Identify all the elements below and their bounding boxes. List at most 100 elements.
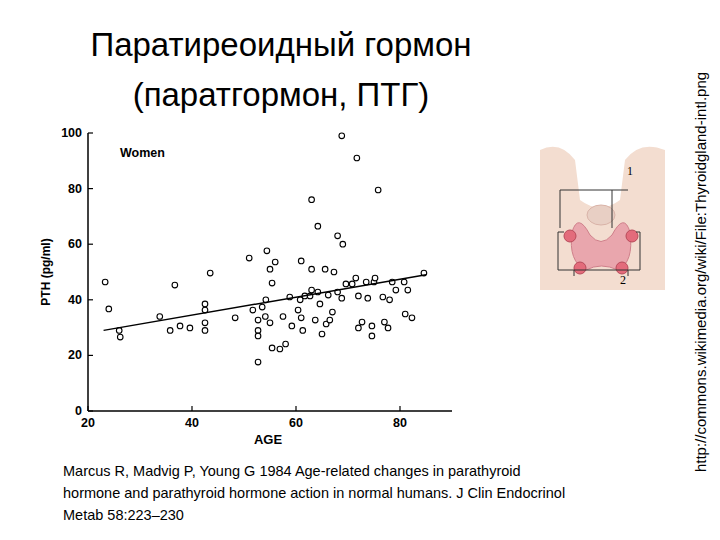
background	[0, 0, 720, 540]
scatter-point	[330, 309, 336, 315]
citation: Metab 58:223–230	[63, 507, 184, 523]
scatter-point	[387, 297, 393, 303]
scatter-point	[255, 317, 261, 323]
scatter-point	[255, 359, 261, 365]
scatter-point	[280, 314, 286, 320]
plot-area	[102, 133, 426, 365]
scatter-point	[382, 319, 388, 325]
scatter-point	[300, 328, 306, 334]
scatter-point	[207, 270, 213, 276]
citation: Marcus R, Madvig P, Young G 1984 Age-rel…	[63, 463, 521, 479]
x-tick	[191, 406, 192, 411]
scatter-point	[385, 325, 391, 331]
y-tick-label: 20	[68, 348, 82, 362]
scatter-point	[167, 328, 173, 334]
scatter-point	[369, 333, 375, 339]
scatter-point	[309, 266, 315, 272]
scatter-point	[405, 287, 411, 293]
title: (паратгормон, ПТГ)	[133, 76, 430, 113]
scatter-point	[298, 315, 304, 321]
thyroid-illustration	[540, 147, 665, 290]
x-tick-label: 20	[81, 416, 95, 430]
regression-line	[104, 275, 426, 331]
scatter-point	[264, 248, 270, 254]
x-tick	[295, 406, 296, 411]
figure-label: 2	[620, 273, 626, 287]
y-tick-label: 60	[68, 237, 82, 251]
scatter-point	[106, 306, 112, 312]
scatter-point	[289, 323, 295, 329]
scatter-point	[187, 325, 193, 331]
scatter-point	[267, 266, 273, 272]
y-tick	[88, 132, 93, 133]
scatter-point	[277, 346, 283, 352]
scatter-point	[298, 258, 304, 264]
x-tick-label: 60	[289, 416, 303, 430]
x-tick	[87, 406, 88, 411]
pointer-line	[558, 232, 640, 276]
scatter-point	[354, 155, 360, 161]
scatter-point	[269, 280, 275, 286]
scatter-point	[375, 187, 381, 193]
scatter-point	[232, 315, 238, 321]
slide: Паратиреоидный гормон (паратгормон, ПТГ) M…	[0, 0, 720, 540]
x-tick-label: 80	[393, 416, 407, 430]
citation: hormone and parathyroid hormone action i…	[63, 485, 565, 501]
source-url: http://commons.wikimedia.org/wiki/File:T…	[692, 72, 709, 472]
scatter-point	[263, 314, 269, 320]
scatter-point	[272, 259, 278, 265]
scatter-point	[202, 328, 208, 334]
axes: 20406080020406080100	[61, 126, 452, 430]
scatter-point	[202, 301, 208, 307]
figure-label: 1	[627, 164, 633, 178]
y-tick-label: 80	[68, 182, 82, 196]
scatter-point	[402, 311, 408, 317]
scatter-point	[117, 334, 123, 340]
scatter-point	[319, 331, 325, 337]
scatter-point	[255, 333, 261, 339]
pointer-line	[560, 190, 628, 228]
parathyroid	[564, 230, 576, 242]
scatter-point	[409, 315, 415, 321]
scatter-point	[172, 282, 178, 288]
scatter-point	[295, 307, 301, 313]
scatter-point	[327, 317, 333, 323]
scatter-point	[356, 293, 362, 299]
scatter-point	[353, 275, 359, 281]
scatter-point	[401, 279, 407, 285]
scatter-point	[102, 279, 108, 285]
scatter-point	[283, 341, 289, 347]
scatter-point	[339, 133, 345, 139]
scatter-point	[349, 281, 355, 287]
scatter-point	[309, 197, 315, 203]
scatter-point	[255, 328, 261, 334]
scatter-point	[343, 281, 349, 287]
scatter-point	[335, 233, 341, 239]
x-axis-label: AGE	[254, 432, 283, 447]
legend-label: Women	[120, 146, 165, 160]
scatter-point	[250, 307, 256, 313]
y-tick	[88, 188, 93, 189]
y-tick-label: 100	[61, 126, 82, 140]
scatter-point	[317, 301, 323, 307]
y-axis	[87, 133, 89, 411]
x-axis	[88, 410, 452, 412]
scatter-point	[267, 320, 273, 326]
scatter-point	[372, 275, 378, 281]
scatter-point	[331, 269, 337, 275]
scatter-point	[312, 317, 318, 323]
x-tick-label: 40	[185, 416, 199, 430]
x-tick	[399, 406, 400, 411]
scatter-point	[315, 223, 321, 229]
scatter-point	[177, 323, 183, 329]
y-tick	[88, 299, 93, 300]
scatter-point	[340, 241, 346, 247]
scatter-point	[393, 287, 399, 293]
title: Паратиреоидный гормон	[90, 26, 471, 63]
y-tick	[88, 244, 93, 245]
y-tick	[88, 410, 93, 411]
parathyroid	[574, 262, 586, 274]
scatter-point	[380, 294, 386, 300]
scatter-point	[259, 304, 265, 310]
scatter-point	[365, 295, 371, 301]
